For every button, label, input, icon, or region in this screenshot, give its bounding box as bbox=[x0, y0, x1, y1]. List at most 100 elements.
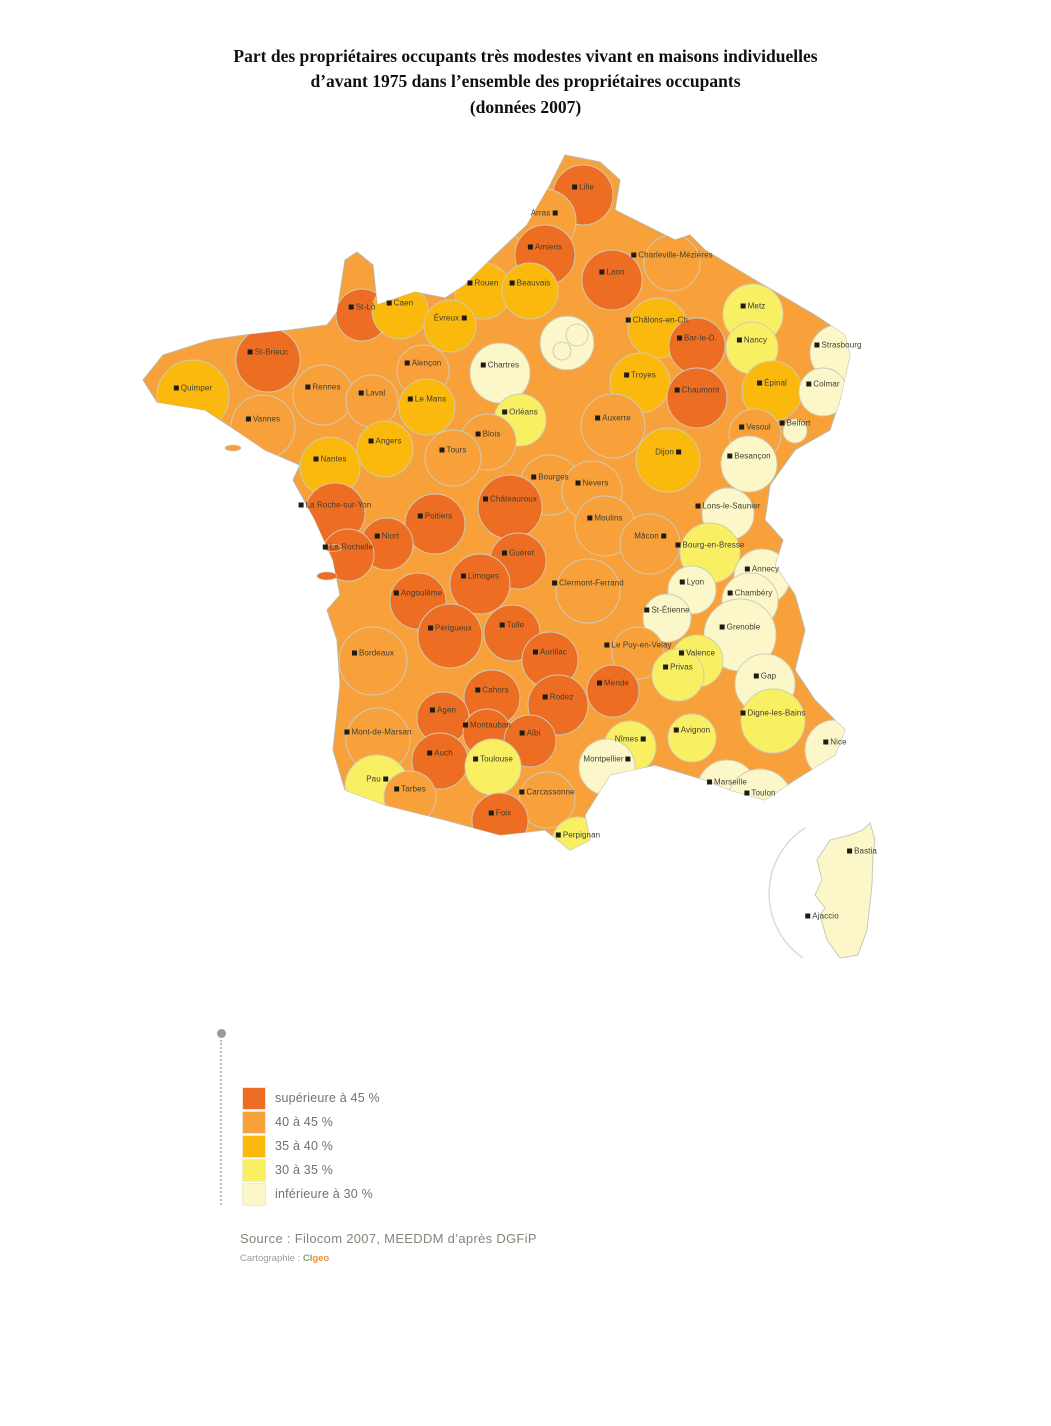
city-marker bbox=[674, 387, 680, 393]
city-label-group: Rodez bbox=[542, 693, 574, 702]
city-label: Besançon bbox=[734, 451, 771, 461]
department-blob bbox=[642, 593, 692, 643]
department-blob bbox=[740, 688, 806, 754]
city-label-group: Arras bbox=[531, 209, 558, 218]
city-marker bbox=[428, 625, 434, 631]
city-label-group: Beauvais bbox=[509, 279, 551, 288]
city-label-group: Digne-les-Bains bbox=[740, 709, 806, 718]
city-label-group: Bar-le-D. bbox=[677, 334, 717, 343]
city-label: Avignon bbox=[680, 725, 711, 735]
city-label: Agen bbox=[436, 705, 457, 715]
city-marker bbox=[624, 372, 630, 378]
city-label: Angers bbox=[375, 436, 402, 446]
city-marker bbox=[358, 390, 364, 396]
city-marker bbox=[404, 360, 410, 366]
city-label-group: Lille bbox=[572, 183, 594, 192]
city-label: Moulins bbox=[594, 513, 623, 523]
city-label: Grenoble bbox=[726, 622, 761, 632]
city-marker bbox=[501, 550, 507, 556]
city-label: Metz bbox=[747, 301, 766, 311]
page-title: Part des propriétaires occupants très mo… bbox=[0, 44, 1051, 120]
city-label-group: Le Puy-en-Velay bbox=[604, 640, 672, 650]
title-line-3: (données 2007) bbox=[469, 96, 582, 117]
city-marker bbox=[305, 384, 311, 390]
city-label: Belfort bbox=[786, 418, 811, 428]
city-label: Caen bbox=[393, 298, 414, 308]
city-marker bbox=[675, 449, 681, 455]
city-marker bbox=[344, 729, 350, 735]
city-label-group: Clermont-Ferrand bbox=[552, 579, 624, 588]
legend-label: 30 à 35 % bbox=[275, 1163, 334, 1177]
city-marker bbox=[587, 515, 593, 521]
city-label: Laon bbox=[606, 267, 625, 277]
department-blob bbox=[338, 626, 408, 696]
city-marker bbox=[483, 496, 489, 502]
city-marker bbox=[531, 474, 537, 480]
scale-dot bbox=[217, 1029, 226, 1038]
city-label: Montpellier bbox=[583, 754, 624, 764]
city-marker bbox=[475, 687, 481, 693]
city-label-group: Avignon bbox=[673, 725, 711, 735]
city-label: Auch bbox=[434, 748, 453, 758]
city-marker bbox=[727, 590, 733, 596]
city-label-group: Le Mans bbox=[407, 394, 447, 404]
city-label-group: Agen bbox=[429, 705, 457, 715]
city-label-group: Nantes bbox=[313, 455, 347, 464]
city-label-group: Toulouse bbox=[473, 755, 513, 764]
legend-swatch-40-45 bbox=[242, 1110, 266, 1134]
city-label: Strasbourg bbox=[821, 340, 862, 350]
city-label: Auxerre bbox=[602, 413, 631, 423]
department-blob bbox=[720, 435, 778, 493]
city-label: Chaumont bbox=[681, 385, 720, 395]
city-label: Cahors bbox=[482, 685, 509, 695]
city-label-group: Grenoble bbox=[719, 622, 761, 632]
city-label: Valence bbox=[685, 648, 716, 658]
source-text: Source : Filocom 2007, MEEDDM d’après DG… bbox=[240, 1231, 537, 1246]
cartography-credit: Cartographie : Clgeo bbox=[240, 1253, 329, 1264]
city-label: Carcassonne bbox=[526, 787, 575, 797]
city-marker bbox=[461, 315, 467, 321]
city-label-group: Limoges bbox=[461, 572, 499, 581]
city-label-group: Rennes bbox=[305, 383, 340, 392]
legend-swatch-30-35 bbox=[242, 1158, 266, 1182]
department-blob bbox=[449, 553, 511, 615]
city-label: Nîmes bbox=[614, 734, 639, 744]
legend-label: inférieure à 30 % bbox=[275, 1187, 373, 1201]
city-marker bbox=[480, 362, 486, 368]
city-label-group: Alençon bbox=[404, 359, 442, 368]
cartography-prefix: Cartographie : bbox=[240, 1253, 303, 1264]
department-blob bbox=[666, 367, 728, 429]
city-marker bbox=[805, 913, 811, 919]
city-label-group: Guéret bbox=[501, 549, 534, 558]
city-label: Quimper bbox=[180, 383, 213, 393]
city-marker bbox=[625, 317, 631, 323]
city-label: Nancy bbox=[743, 335, 768, 345]
city-marker bbox=[542, 694, 548, 700]
city-marker bbox=[393, 590, 399, 596]
island-oleron bbox=[316, 571, 338, 581]
legend-label: 35 à 40 % bbox=[275, 1139, 334, 1153]
city-marker bbox=[572, 184, 578, 190]
city-marker bbox=[814, 342, 820, 348]
department-blob bbox=[356, 420, 414, 478]
city-label-group: Laon bbox=[599, 267, 625, 277]
city-label: Le Puy-en-Velay bbox=[611, 640, 672, 650]
city-label: Le Mans bbox=[414, 394, 447, 404]
city-label-group: Mâcon bbox=[634, 532, 666, 541]
legend-row: inférieure à 30 % bbox=[242, 1182, 380, 1206]
cartography-brand-2: geo bbox=[312, 1253, 330, 1264]
city-marker bbox=[374, 533, 380, 539]
city-label-group: Belfort bbox=[779, 418, 811, 428]
city-label: Amiens bbox=[534, 242, 563, 252]
city-label-group: Gap bbox=[753, 672, 776, 681]
department-blobs bbox=[156, 164, 850, 850]
city-label-group: Tarbes bbox=[394, 785, 426, 794]
city-marker bbox=[499, 622, 505, 628]
city-marker bbox=[707, 779, 713, 785]
city-label-group: Privas bbox=[663, 663, 693, 672]
city-label: Charleville-Mézières bbox=[638, 250, 713, 260]
city-marker bbox=[597, 680, 603, 686]
city-marker bbox=[394, 786, 400, 792]
city-marker bbox=[348, 304, 354, 310]
city-marker bbox=[439, 447, 445, 453]
